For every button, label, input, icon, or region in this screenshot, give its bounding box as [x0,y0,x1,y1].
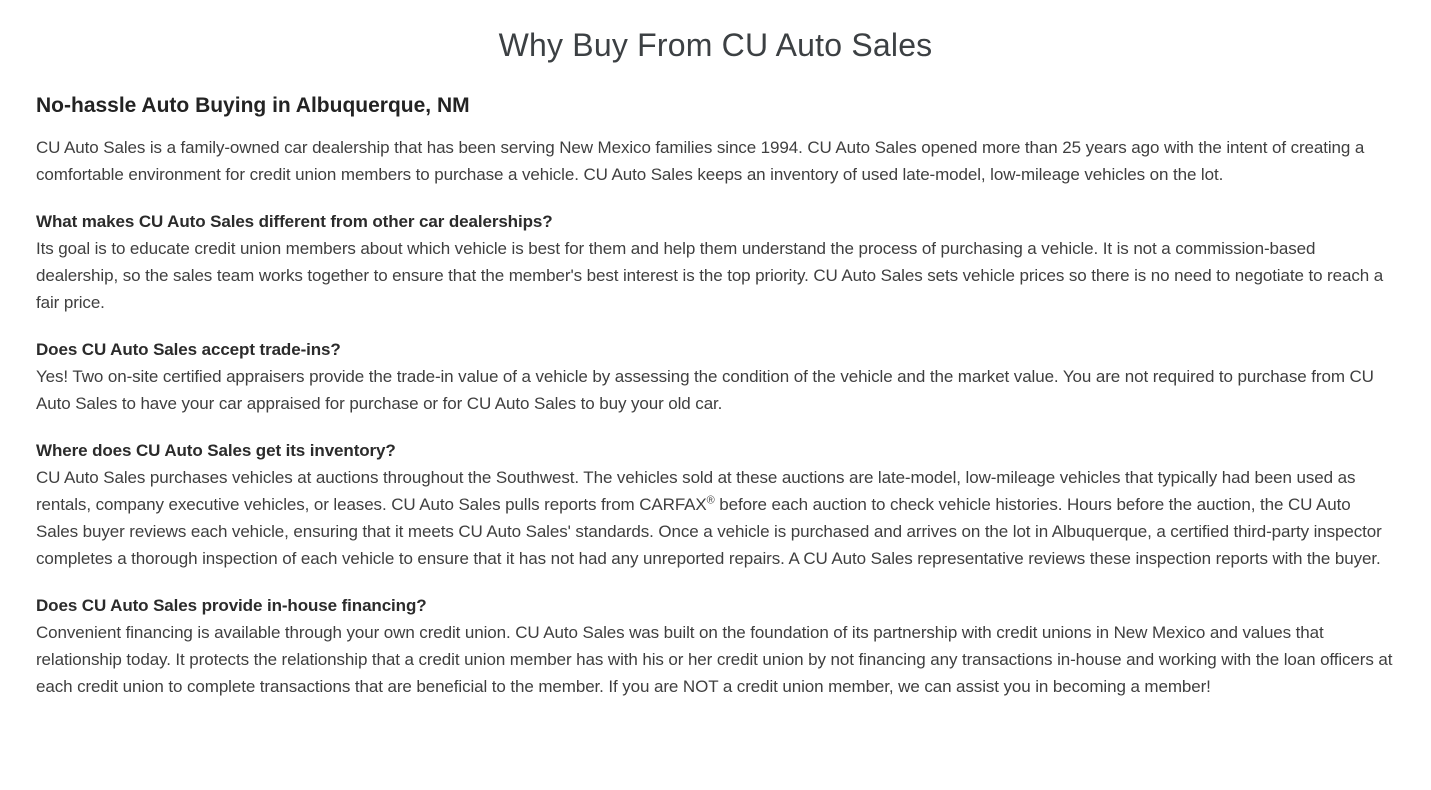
registered-trademark-symbol: ® [706,494,715,507]
section-inventory: Where does CU Auto Sales get its invento… [36,437,1395,572]
section-heading: Does CU Auto Sales accept trade-ins? [36,340,341,359]
section-body: Its goal is to educate credit union memb… [36,239,1384,312]
page-title: Why Buy From CU Auto Sales [498,27,933,63]
section-trade-ins: Does CU Auto Sales accept trade-ins? Yes… [36,336,1395,417]
section-body: Convenient financing is available throug… [36,623,1393,696]
section-body: CU Auto Sales purchases vehicles at auct… [36,464,1395,572]
intro-paragraph: CU Auto Sales is a family-owned car deal… [36,138,1365,184]
section-heading: Does CU Auto Sales provide in-house fina… [36,596,427,615]
section-body-text-after-trademark: before each auction to check vehicle his… [36,495,1382,568]
section-heading: What makes CU Auto Sales different from … [36,212,553,231]
section-body-text-before-trademark: CU Auto Sales purchases vehicles at auct… [36,468,1356,514]
section-heading: Where does CU Auto Sales get its invento… [36,441,396,460]
page-subtitle: No-hassle Auto Buying in Albuquerque, NM [36,94,470,117]
section-dealership-difference: What makes CU Auto Sales different from … [36,208,1395,316]
section-body: Yes! Two on-site certified appraisers pr… [36,367,1374,413]
section-financing: Does CU Auto Sales provide in-house fina… [36,592,1395,700]
content-page: Why Buy From CU Auto Sales No-hassle Aut… [36,27,1395,700]
